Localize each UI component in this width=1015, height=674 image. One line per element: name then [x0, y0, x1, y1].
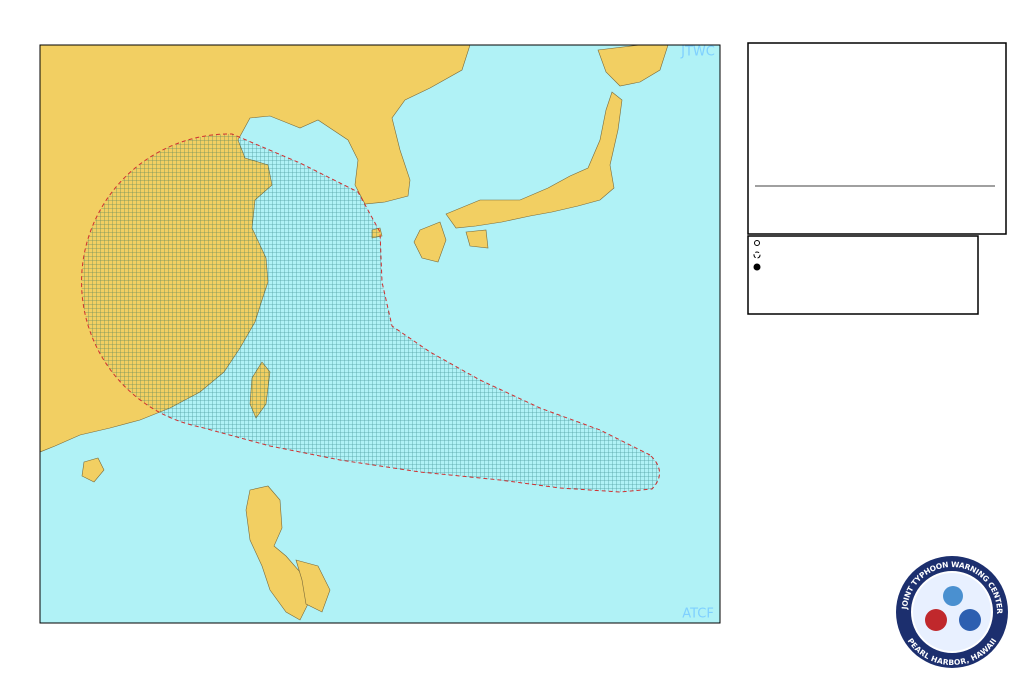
logo-emblem: [943, 586, 963, 606]
logo-center: [911, 571, 993, 653]
legend-symbol: [754, 240, 760, 246]
logo-emblem: [959, 609, 981, 631]
legend-box: [747, 235, 979, 315]
logo-emblem: [925, 609, 947, 631]
map: [40, 45, 720, 623]
legend-symbol: [753, 251, 761, 259]
corner-label: ATCF: [682, 607, 714, 622]
legend-symbol: [753, 263, 761, 271]
danger-area: [81, 133, 660, 493]
warning-box: [747, 42, 1007, 235]
legend: [753, 240, 761, 271]
map-frame: [39, 44, 721, 624]
corner-label: JTWC: [680, 45, 715, 60]
